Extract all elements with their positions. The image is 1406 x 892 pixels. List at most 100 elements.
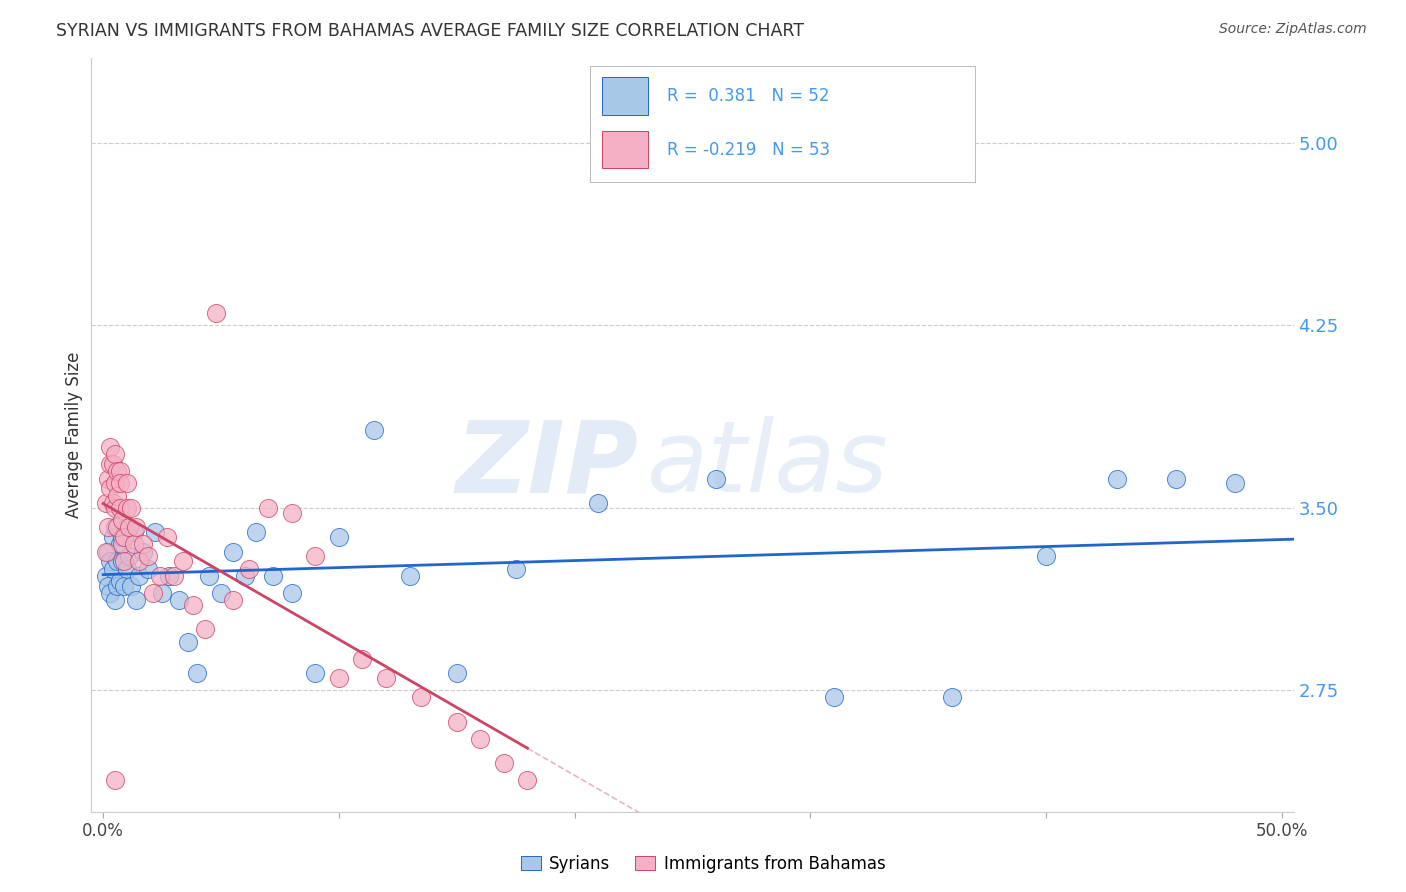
Point — [1035, 549, 1057, 564]
Point — [115, 476, 138, 491]
Point — [122, 537, 145, 551]
Point — [104, 476, 127, 491]
Point — [132, 537, 155, 551]
Text: atlas: atlas — [647, 417, 889, 514]
Point — [115, 500, 138, 515]
Point — [105, 520, 128, 534]
Point — [97, 520, 120, 534]
Point — [704, 472, 727, 486]
Point — [94, 496, 117, 510]
Point — [281, 506, 304, 520]
Point — [1223, 476, 1246, 491]
Point — [98, 457, 121, 471]
Point — [186, 666, 208, 681]
Point — [328, 671, 350, 685]
Point — [97, 472, 120, 486]
Point — [98, 481, 121, 495]
Point — [101, 457, 124, 471]
Point — [105, 489, 128, 503]
Point — [118, 520, 141, 534]
Point — [411, 690, 433, 705]
Point — [132, 544, 155, 558]
Point — [149, 569, 172, 583]
Text: ZIP: ZIP — [456, 417, 638, 514]
Point — [128, 554, 150, 568]
Point — [1164, 472, 1187, 486]
Point — [125, 593, 148, 607]
Point — [492, 756, 515, 770]
Point — [108, 574, 131, 588]
Legend: Syrians, Immigrants from Bahamas: Syrians, Immigrants from Bahamas — [515, 848, 891, 880]
Point — [222, 544, 245, 558]
Point — [98, 554, 121, 568]
Point — [941, 690, 963, 705]
Point — [115, 520, 138, 534]
Point — [150, 586, 173, 600]
Point — [136, 561, 159, 575]
Point — [115, 561, 138, 575]
Text: Source: ZipAtlas.com: Source: ZipAtlas.com — [1219, 22, 1367, 37]
Point — [104, 447, 127, 461]
Point — [516, 773, 538, 788]
Text: SYRIAN VS IMMIGRANTS FROM BAHAMAS AVERAGE FAMILY SIZE CORRELATION CHART: SYRIAN VS IMMIGRANTS FROM BAHAMAS AVERAG… — [56, 22, 804, 40]
Point — [98, 586, 121, 600]
Point — [125, 520, 148, 534]
Point — [111, 530, 134, 544]
Point — [128, 569, 150, 583]
Point — [122, 525, 145, 540]
Point — [823, 690, 845, 705]
Point — [505, 561, 527, 575]
Point — [304, 549, 326, 564]
Point — [245, 525, 267, 540]
Point — [177, 634, 200, 648]
Point — [470, 731, 492, 746]
Point — [101, 496, 124, 510]
Point — [111, 554, 134, 568]
Point — [193, 623, 215, 637]
Point — [205, 306, 228, 320]
Point — [94, 544, 117, 558]
Point — [104, 593, 127, 607]
Point — [105, 554, 128, 568]
Point — [181, 598, 204, 612]
Point — [120, 500, 143, 515]
Point — [104, 773, 127, 788]
Point — [586, 496, 609, 510]
Point — [143, 525, 166, 540]
Point — [209, 586, 232, 600]
Point — [108, 476, 131, 491]
Point — [233, 569, 256, 583]
Point — [238, 561, 260, 575]
Point — [163, 569, 186, 583]
Point — [112, 530, 135, 544]
Point — [101, 530, 124, 544]
Point — [101, 561, 124, 575]
Point — [1105, 472, 1128, 486]
Point — [198, 569, 221, 583]
Point — [222, 593, 245, 607]
Point — [281, 586, 304, 600]
Point — [104, 520, 127, 534]
Point — [262, 569, 284, 583]
Point — [108, 464, 131, 478]
Point — [352, 651, 374, 665]
Point — [304, 666, 326, 681]
Point — [97, 578, 120, 592]
Point — [136, 549, 159, 564]
Point — [112, 578, 135, 592]
Point — [105, 578, 128, 592]
Point — [118, 549, 141, 564]
Point — [98, 440, 121, 454]
Point — [108, 500, 131, 515]
Point — [363, 423, 385, 437]
Point — [111, 537, 134, 551]
Point — [112, 554, 135, 568]
Point — [398, 569, 420, 583]
Point — [446, 714, 468, 729]
Point — [375, 671, 398, 685]
Point — [446, 666, 468, 681]
Point — [111, 513, 134, 527]
Point — [105, 464, 128, 478]
Y-axis label: Average Family Size: Average Family Size — [65, 351, 83, 518]
Point — [94, 569, 117, 583]
